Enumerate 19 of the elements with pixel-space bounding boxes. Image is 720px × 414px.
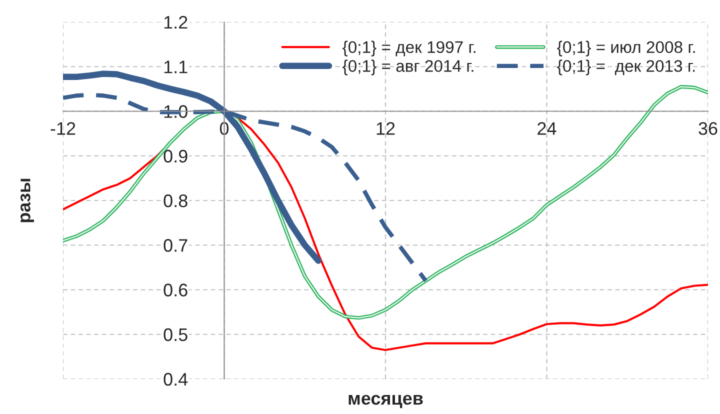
- legend-label: {0;1} = дек 2013 г.: [557, 60, 695, 76]
- legend-label: {0;1} = июл 2008 г.: [557, 40, 695, 56]
- y-tick-label: 0.9: [164, 150, 188, 163]
- x-tick-label: 12: [376, 122, 395, 135]
- y-tick-label: 0.7: [164, 239, 188, 252]
- y-axis-title: разы: [20, 178, 34, 222]
- x-tick-label: 24: [538, 122, 556, 135]
- legend-label: {0;1} = дек 1997 г.: [342, 40, 476, 56]
- y-tick-label: 0.4: [164, 372, 188, 386]
- y-tick-label: 0.5: [164, 328, 188, 342]
- y-tick-label: 0.8: [164, 194, 188, 208]
- x-tick-label: 36: [698, 122, 718, 135]
- y-tick-label: 1.2: [164, 16, 188, 29]
- y-tick-label: 0.6: [164, 284, 188, 296]
- y-tick-label: 1.1: [164, 60, 188, 74]
- x-tick-label: -12: [50, 122, 76, 135]
- legend-label: {0;1} = авг 2014 г.: [342, 60, 474, 76]
- x-tick-label: 0: [220, 122, 229, 135]
- x-axis-title: месяцев: [348, 394, 423, 408]
